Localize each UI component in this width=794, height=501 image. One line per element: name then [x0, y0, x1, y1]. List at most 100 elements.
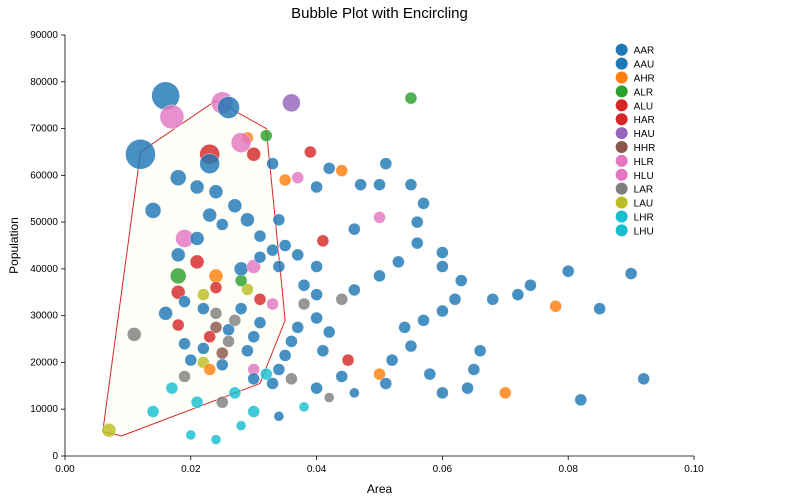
legend-marker [616, 113, 628, 125]
bubble-point [374, 211, 386, 223]
bubble-point [274, 411, 284, 421]
bubble-point [436, 247, 448, 259]
y-tick-label: 20000 [30, 357, 58, 368]
legend-label: HHR [634, 143, 656, 154]
bubble-point [298, 298, 310, 310]
bubble-point [386, 354, 398, 366]
bubble-point [380, 377, 392, 389]
bubble-point [279, 174, 291, 186]
bubble-point [166, 382, 178, 394]
bubble-point [311, 181, 323, 193]
bubble-point [204, 331, 216, 343]
bubble-point [159, 306, 173, 320]
bubble-point [292, 321, 304, 333]
bubble-point [231, 133, 251, 153]
bubble-point [185, 354, 197, 366]
bubble-point [317, 345, 329, 357]
bubble-point [267, 244, 279, 256]
bubble-point [449, 293, 461, 305]
bubble-point [216, 396, 228, 408]
bubble-point [562, 265, 574, 277]
bubble-point [374, 179, 386, 191]
bubble-point [203, 208, 217, 222]
legend-label: HAU [634, 129, 655, 140]
bubble-point [285, 335, 297, 347]
bubble-point [125, 139, 155, 169]
bubble-point [267, 298, 279, 310]
legend-label: AHR [634, 74, 655, 85]
bubble-point [254, 317, 266, 329]
bubble-point [273, 214, 285, 226]
bubble-point [524, 279, 536, 291]
bubble-point [267, 377, 279, 389]
bubble-point [191, 396, 203, 408]
legend-marker [616, 155, 628, 167]
bubble-point [260, 130, 272, 142]
bubble-point [411, 237, 423, 249]
y-tick-label: 0 [52, 451, 58, 462]
bubble-point [200, 154, 220, 174]
bubble-point [374, 270, 386, 282]
bubble-point [267, 158, 279, 170]
chart-title: Bubble Plot with Encircling [291, 5, 468, 22]
y-tick-label: 10000 [30, 404, 58, 415]
legend-marker [616, 197, 628, 209]
legend-marker [616, 141, 628, 153]
bubble-point [170, 170, 186, 186]
legend-label: ALR [634, 87, 653, 98]
bubble-point [236, 421, 246, 431]
bubble-point [311, 289, 323, 301]
bubble-point [436, 387, 448, 399]
bubble-point [418, 314, 430, 326]
bubble-point [190, 180, 204, 194]
bubble-point [324, 393, 334, 403]
legend-marker [616, 127, 628, 139]
bubble-point [102, 423, 116, 437]
bubble-point [411, 216, 423, 228]
bubble-point [254, 293, 266, 305]
bubble-point [311, 261, 323, 273]
bubble-point [355, 179, 367, 191]
bubble-point [405, 340, 417, 352]
bubble-point [216, 359, 228, 371]
x-axis-label: Area [367, 482, 393, 496]
bubble-point [197, 342, 209, 354]
bubble-point [625, 268, 637, 280]
bubble-point [474, 345, 486, 357]
bubble-point [487, 293, 499, 305]
bubble-point [179, 370, 191, 382]
legend-label: LAU [634, 199, 653, 210]
legend-label: AAR [634, 46, 655, 57]
y-tick-label: 70000 [30, 124, 58, 135]
legend-label: HLR [634, 157, 654, 168]
legend-label: LAR [634, 185, 653, 196]
bubble-point [241, 345, 253, 357]
legend-label: HAR [634, 115, 655, 126]
bubble-point [160, 105, 184, 129]
bubble-point [210, 307, 222, 319]
bubble-point [147, 406, 159, 418]
bubble-point [197, 303, 209, 315]
bubble-point [348, 284, 360, 296]
bubble-point [418, 197, 430, 209]
y-tick-label: 30000 [30, 311, 58, 322]
bubble-point [279, 349, 291, 361]
bubble-point [273, 261, 285, 273]
x-tick-label: 0.06 [433, 464, 453, 475]
bubble-point [248, 406, 260, 418]
chart-container: 0.000.020.040.060.080.100100002000030000… [0, 0, 794, 501]
bubble-point [292, 172, 304, 184]
legend-marker [616, 58, 628, 70]
legend-label: LHU [634, 226, 654, 237]
x-tick-label: 0.00 [55, 464, 75, 475]
bubble-point [179, 338, 191, 350]
bubble-point [209, 185, 223, 199]
bubble-point [298, 279, 310, 291]
bubble-point [254, 251, 266, 263]
bubble-point [311, 312, 323, 324]
x-tick-label: 0.04 [307, 464, 327, 475]
bubble-point [235, 275, 247, 287]
y-axis-label: Population [7, 217, 21, 274]
bubble-point [380, 158, 392, 170]
bubble-point [323, 326, 335, 338]
